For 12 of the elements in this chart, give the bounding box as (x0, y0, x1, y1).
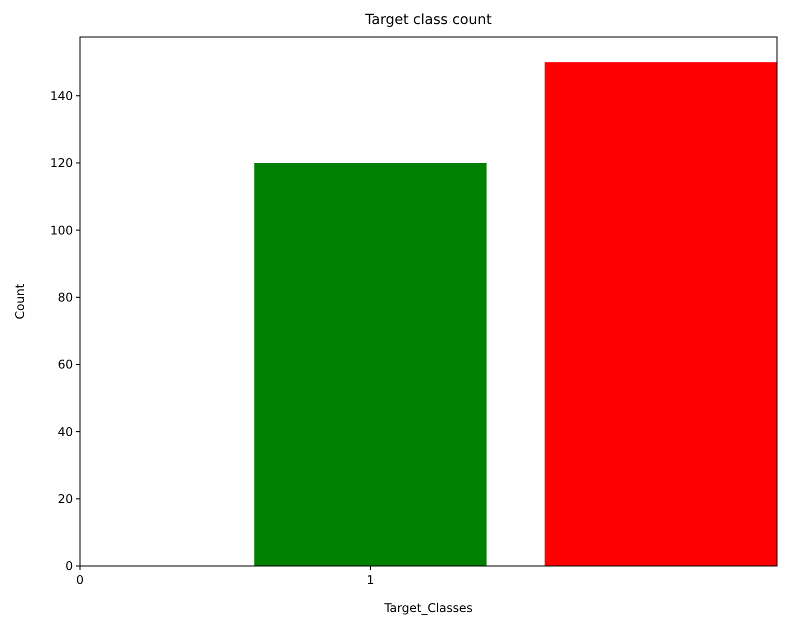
y-tick-label: 140 (50, 88, 73, 103)
y-axis-title: Count (13, 283, 27, 320)
x-axis-title: Target_Classes (383, 601, 473, 615)
x-tick-label: 1 (366, 573, 374, 587)
y-tick-label: 20 (58, 492, 73, 506)
y-tick-label: 0 (65, 559, 73, 574)
chart-title: Target class count (364, 12, 492, 28)
y-tick-label: 60 (58, 358, 73, 372)
y-tick-label: 80 (58, 290, 73, 304)
y-tick-label: 120 (50, 156, 73, 170)
y-tick-label: 100 (50, 223, 73, 238)
y-tick-label: 40 (58, 424, 73, 439)
